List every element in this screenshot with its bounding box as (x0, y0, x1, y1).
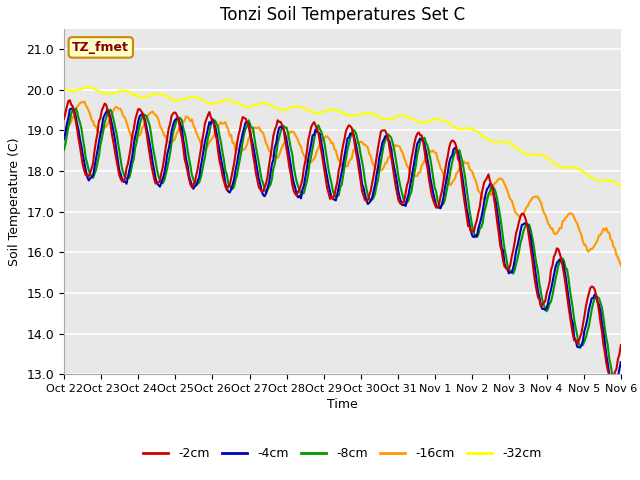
Title: Tonzi Soil Temperatures Set C: Tonzi Soil Temperatures Set C (220, 6, 465, 24)
Text: TZ_fmet: TZ_fmet (72, 41, 129, 54)
X-axis label: Time: Time (327, 398, 358, 411)
Y-axis label: Soil Temperature (C): Soil Temperature (C) (8, 137, 21, 266)
Legend: -2cm, -4cm, -8cm, -16cm, -32cm: -2cm, -4cm, -8cm, -16cm, -32cm (138, 442, 547, 465)
